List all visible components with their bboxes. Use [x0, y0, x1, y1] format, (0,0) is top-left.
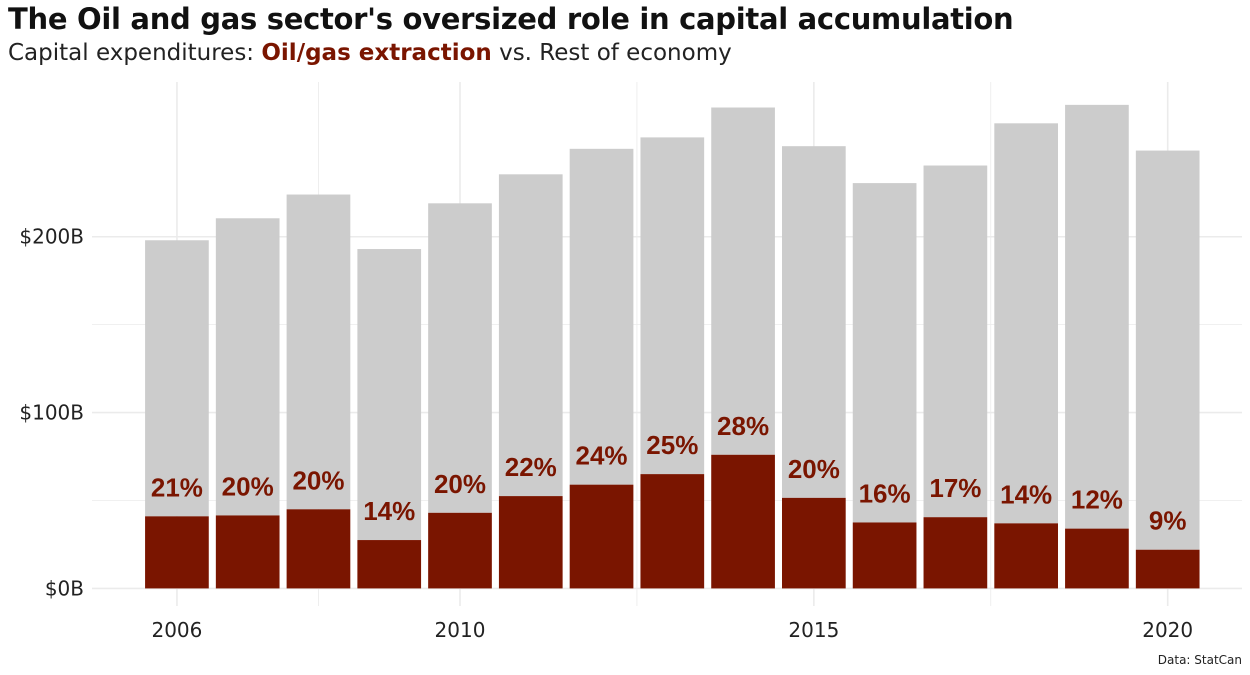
x-tick-label: 2006: [151, 618, 202, 642]
bar-rest-of-economy: [1065, 104, 1129, 529]
subtitle-suffix: vs. Rest of economy: [491, 40, 732, 66]
bar-oil-gas: [640, 474, 705, 589]
bar-rest-of-economy: [852, 183, 917, 523]
bar-rest-of-economy: [923, 165, 988, 518]
bar-oil-gas: [923, 517, 988, 589]
bar-oil-gas: [852, 522, 917, 589]
bar-oil-gas: [286, 509, 351, 589]
bar-share-label: 28%: [717, 411, 769, 441]
bar-rest-of-economy: [215, 218, 280, 516]
y-tick-label: $200B: [19, 225, 84, 249]
bar-oil-gas: [145, 516, 209, 589]
bar-share-label: 25%: [646, 430, 698, 460]
bar-oil-gas: [428, 512, 492, 589]
bar-rest-of-economy: [782, 146, 846, 498]
bar-labels: 21% 20% 20% 14% 20% 22% 24% 25% 28% 20% 16% 17% 14% 1…: [151, 411, 1187, 536]
bar-oil-gas: [357, 540, 422, 589]
subtitle-highlight-oil-gas: Oil/gas extraction: [261, 40, 492, 66]
bar-oil-gas: [215, 515, 280, 589]
bar-oil-gas: [498, 496, 563, 589]
bar-oil-gas: [1135, 549, 1200, 589]
bar-oil-gas: [711, 454, 775, 589]
bar-share-label: 20%: [434, 469, 486, 499]
bar-share-label: 14%: [363, 496, 415, 526]
y-tick-label: $0B: [45, 576, 84, 600]
x-tick-label: 2020: [1142, 618, 1193, 642]
bar-share-label: 17%: [929, 473, 981, 503]
bar-oil-gas: [569, 484, 634, 589]
axes: $0B $100B $200B 2006 2010 2015 2020: [19, 225, 1193, 642]
x-tick-label: 2015: [788, 618, 839, 642]
x-tick-label: 2010: [435, 618, 486, 642]
bars: [145, 104, 1200, 589]
chart-title: The Oil and gas sector's oversized role …: [8, 2, 1014, 36]
bar-rest-of-economy: [145, 240, 209, 517]
bar-rest-of-economy: [994, 123, 1058, 524]
bar-rest-of-economy: [428, 203, 492, 513]
bar-rest-of-economy: [498, 174, 563, 497]
bar-oil-gas: [1065, 528, 1129, 589]
bar-rest-of-economy: [711, 107, 775, 455]
bar-share-label: 12%: [1071, 485, 1123, 515]
bar-share-label: 20%: [222, 471, 274, 501]
bar-share-label: 21%: [151, 472, 203, 502]
bar-share-label: 16%: [859, 478, 911, 508]
y-tick-label: $100B: [19, 401, 84, 425]
bar-rest-of-economy: [286, 194, 351, 510]
bar-share-label: 14%: [1000, 479, 1052, 509]
bar-share-label: 24%: [576, 441, 628, 471]
bar-oil-gas: [994, 523, 1058, 589]
bar-share-label: 20%: [292, 465, 344, 495]
bar-oil-gas: [782, 497, 846, 589]
bar-rest-of-economy: [569, 148, 634, 485]
data-source-caption: Data: StatCan: [1157, 653, 1242, 667]
bar-rest-of-economy: [357, 249, 422, 541]
bar-rest-of-economy: [1135, 150, 1200, 550]
bar-share-label: 9%: [1149, 506, 1187, 536]
bar-rest-of-economy: [640, 137, 705, 475]
subtitle-prefix: Capital expenditures:: [8, 40, 262, 66]
bar-share-label: 20%: [788, 454, 840, 484]
bar-share-label: 22%: [505, 452, 557, 482]
chart-subtitle: Capital expenditures: Oil/gas extraction…: [8, 40, 732, 66]
